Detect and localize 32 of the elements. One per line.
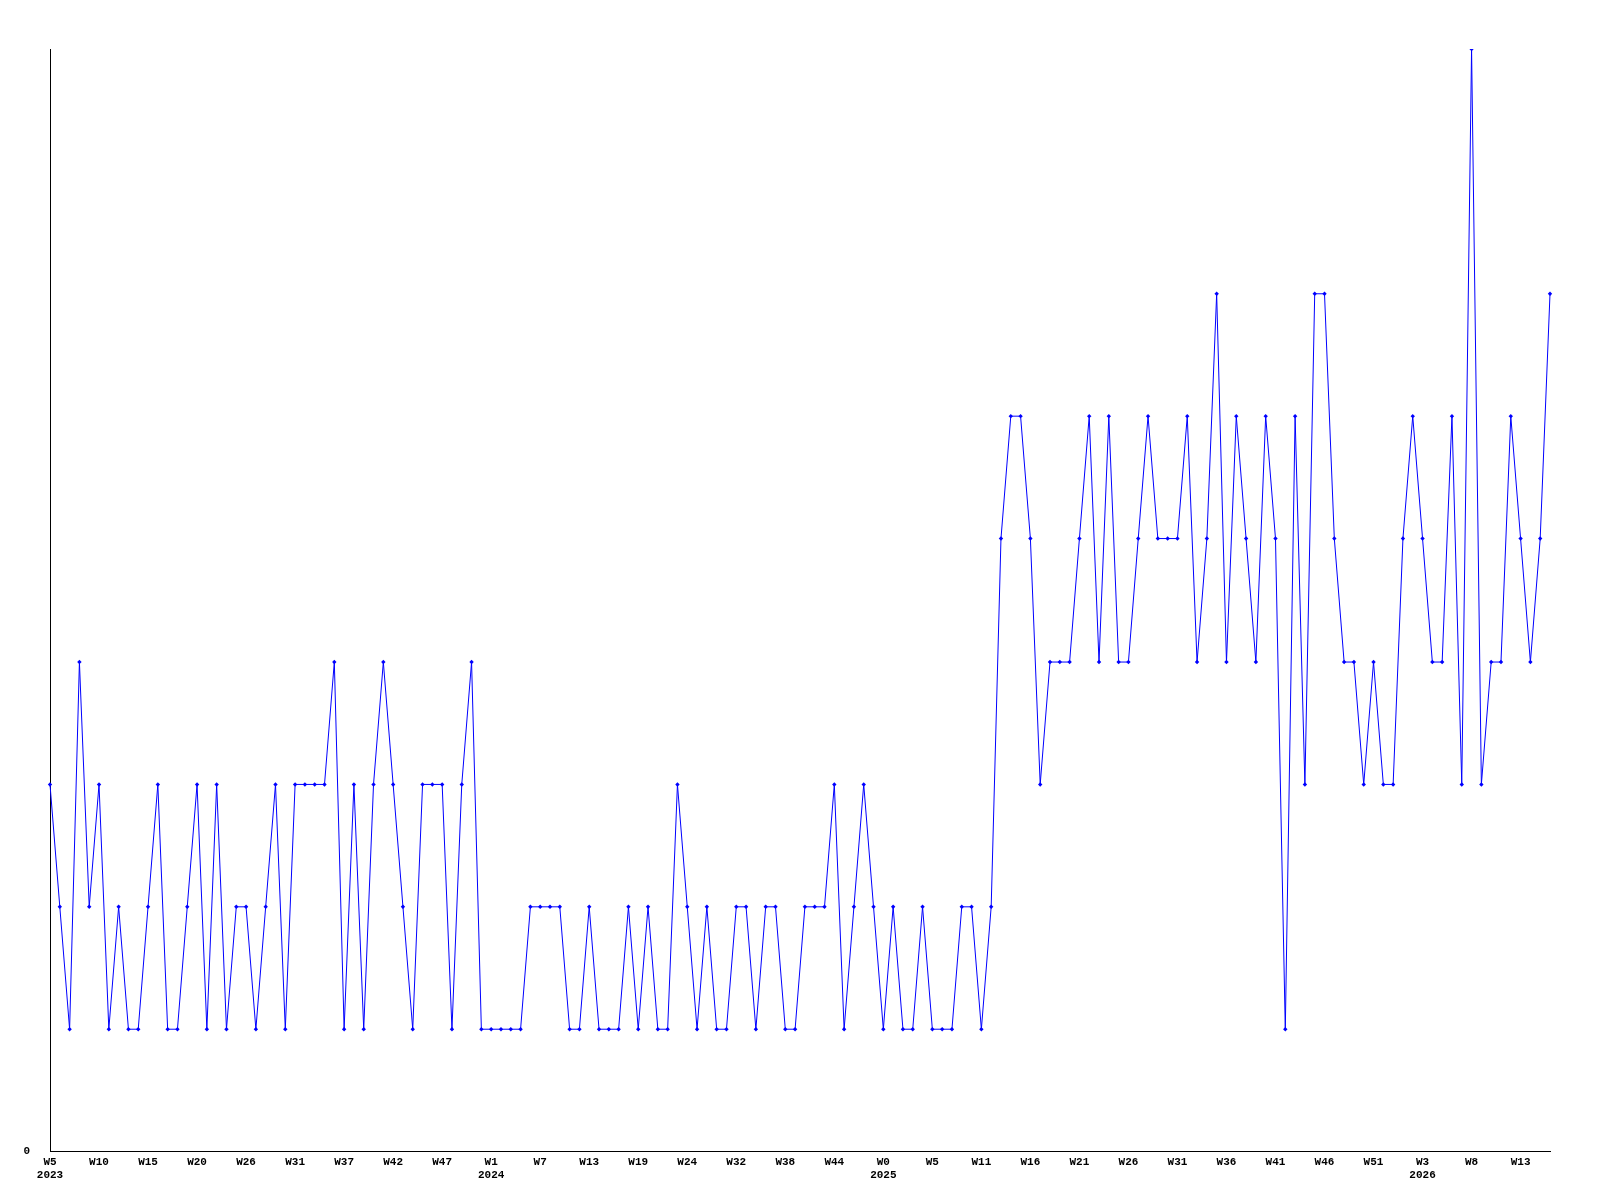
- x-tick-label: W38: [775, 1155, 796, 1168]
- x-tick-label: W15: [138, 1155, 159, 1168]
- x-tick-label: W13: [579, 1155, 600, 1168]
- x-tick-label: W51: [1363, 1155, 1384, 1168]
- x-tick-label: W37: [334, 1155, 355, 1168]
- x-tick-label: W3 2026: [1409, 1155, 1436, 1182]
- x-tick-label: W32: [726, 1155, 747, 1168]
- x-tick-label: W16: [1020, 1155, 1041, 1168]
- text: 0: [23, 1145, 30, 1158]
- x-tick-label: W47: [432, 1155, 453, 1168]
- x-tick-label: W5: [925, 1155, 940, 1168]
- x-tick-label: W36: [1216, 1155, 1237, 1168]
- x-tick-label: W26: [236, 1155, 256, 1168]
- x-tick-label: W13: [1510, 1155, 1531, 1168]
- x-tick-label: W8: [1464, 1155, 1479, 1168]
- x-tick-label: W41: [1265, 1155, 1286, 1168]
- x-tick-label: W11: [971, 1155, 992, 1168]
- x-tick-label: W46: [1314, 1155, 1335, 1168]
- x-tick-label: W19: [628, 1155, 649, 1168]
- x-tick-label: W31: [1167, 1155, 1188, 1168]
- x-tick-label: W42: [383, 1155, 404, 1168]
- x-tick-label: W44: [824, 1155, 845, 1168]
- x-tick-label: W31: [285, 1155, 306, 1168]
- x-tick-label: W24: [677, 1155, 698, 1168]
- x-tick-label: W7: [533, 1155, 547, 1168]
- x-tick-label: W0 2025: [870, 1155, 897, 1182]
- x-tick-label: W5 2023: [36, 1155, 64, 1182]
- x-tick-label: W26: [1118, 1155, 1139, 1168]
- x-tick-label: W20: [187, 1155, 207, 1168]
- x-tick-label: W1 2024: [477, 1155, 505, 1182]
- x-tick-label: W10: [89, 1155, 109, 1168]
- x-tick-label: W21: [1069, 1155, 1090, 1168]
